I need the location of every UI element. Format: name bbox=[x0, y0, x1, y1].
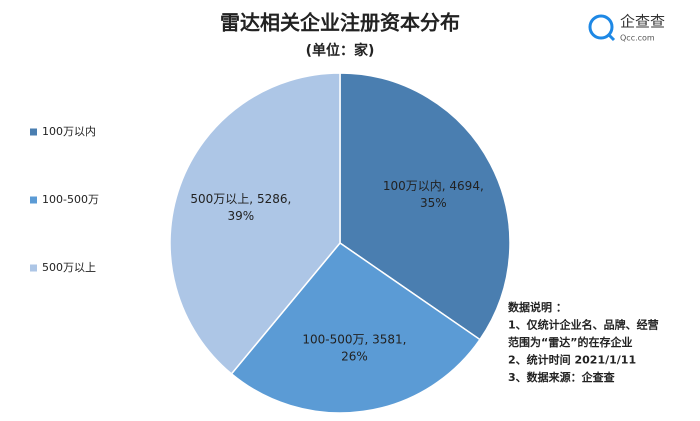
legend-marker bbox=[30, 264, 37, 272]
note-line: 范围为“雷达”的在存企业 bbox=[508, 335, 632, 349]
note-line: 3、数据来源：企查查 bbox=[508, 370, 615, 384]
note-line: 2、统计时间 2021/1/11 bbox=[508, 353, 636, 367]
logo-icon-handle bbox=[606, 32, 616, 42]
logo-icon bbox=[588, 14, 614, 40]
data-label-line: 500万以上, 5286, bbox=[190, 192, 291, 206]
pie-slice bbox=[169, 72, 341, 375]
data-label-line: 100-500万, 3581, bbox=[302, 332, 406, 346]
data-label-line: 26% bbox=[341, 349, 368, 363]
chart-subtitle: (单位：家) bbox=[306, 42, 375, 59]
legend-label: 100-500万 bbox=[42, 193, 99, 206]
pie-slice bbox=[230, 241, 481, 414]
data-label-line: 35% bbox=[420, 196, 447, 210]
legend-label: 500万以上 bbox=[42, 261, 96, 274]
logo: 企查查 Qcc.com bbox=[588, 13, 665, 43]
pie-slice bbox=[339, 72, 511, 341]
data-label: 100-500万, 3581, 26% bbox=[302, 332, 406, 363]
note-line: 1、仅统计企业名、品牌、经营 bbox=[508, 318, 659, 332]
data-label-line: 100万以内, 4694, bbox=[383, 179, 484, 193]
note-line: 数据说明 ： bbox=[508, 300, 567, 314]
data-label-line: 39% bbox=[228, 209, 255, 223]
legend-marker bbox=[30, 196, 37, 204]
legend-label: 100万以内 bbox=[42, 124, 96, 138]
chart-title: 雷达相关企业注册资本分布 bbox=[220, 11, 460, 35]
logo-url: Qcc.com bbox=[620, 34, 655, 43]
data-label: 500万以上, 5286, 39% bbox=[190, 192, 291, 223]
data-label: 100万以内, 4694, 35% bbox=[383, 179, 484, 210]
logo-name: 企查查 bbox=[620, 13, 665, 31]
legend-marker bbox=[30, 128, 37, 136]
